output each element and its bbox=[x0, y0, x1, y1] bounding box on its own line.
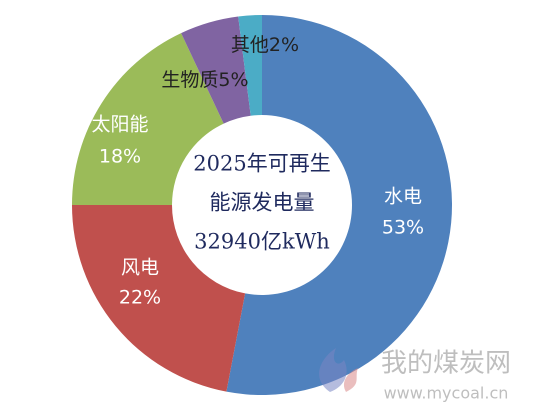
slice-label: 风电 bbox=[121, 257, 159, 279]
slice-label: 水电 bbox=[384, 186, 422, 208]
slice bbox=[238, 15, 262, 116]
value-label: 18% bbox=[99, 146, 141, 168]
slice-label: 太阳能 bbox=[91, 114, 148, 136]
value-label: 53% bbox=[382, 217, 424, 239]
slice-label: 其他2% bbox=[231, 34, 299, 56]
slice-label: 生物质5% bbox=[161, 69, 248, 91]
slice-name: 生物质 bbox=[161, 69, 218, 91]
center-line: 2025年可再生 bbox=[193, 152, 330, 176]
slice-name: 其他 bbox=[231, 34, 269, 56]
watermark: 我的煤炭网 www.mycoal.cn bbox=[319, 348, 511, 403]
value-label: 5% bbox=[218, 69, 248, 91]
value-label: 22% bbox=[119, 287, 161, 309]
slice bbox=[72, 33, 224, 206]
logo bbox=[319, 348, 347, 392]
logo bbox=[343, 368, 358, 392]
value-label: 2% bbox=[269, 34, 299, 56]
center-text: 2025年可再生 能源发电量 32940亿kWh bbox=[193, 152, 330, 254]
center-line: 能源发电量 bbox=[210, 191, 315, 215]
slice bbox=[226, 15, 452, 395]
watermark-url: www.mycoal.cn bbox=[384, 384, 509, 403]
slice bbox=[181, 16, 251, 124]
slice bbox=[72, 205, 246, 392]
donut bbox=[72, 15, 452, 395]
center-line: 32940亿kWh bbox=[194, 230, 330, 254]
watermark-name: 我的煤炭网 bbox=[381, 349, 511, 379]
